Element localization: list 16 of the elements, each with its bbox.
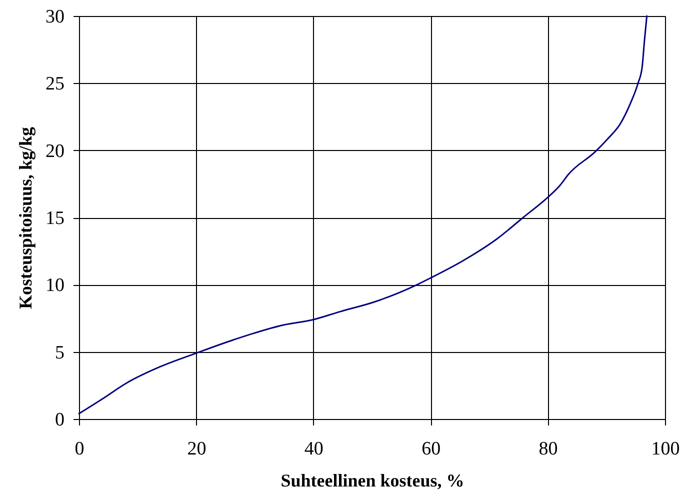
y-tick-label: 10 xyxy=(46,275,64,296)
y-axis-title: Kosteuspitoisuus, kg/kg xyxy=(16,126,36,310)
x-tick-label: 0 xyxy=(74,438,84,460)
x-tick-label: 40 xyxy=(304,438,324,460)
x-axis-title: Suhteellinen kosteus, % xyxy=(280,470,464,490)
y-tick-label: 15 xyxy=(46,208,64,229)
y-tick-label: 20 xyxy=(46,140,64,162)
y-tick-label: 0 xyxy=(55,410,64,430)
x-tick-label: 100 xyxy=(651,438,680,460)
line-series xyxy=(78,15,648,414)
x-tick-label: 80 xyxy=(538,438,558,460)
y-tick-label: 25 xyxy=(46,74,64,95)
x-tick-label: 60 xyxy=(422,438,441,460)
y-tick-label: 5 xyxy=(55,342,64,364)
y-tick-label: 30 xyxy=(46,6,64,28)
x-tick-label: 20 xyxy=(187,438,206,460)
